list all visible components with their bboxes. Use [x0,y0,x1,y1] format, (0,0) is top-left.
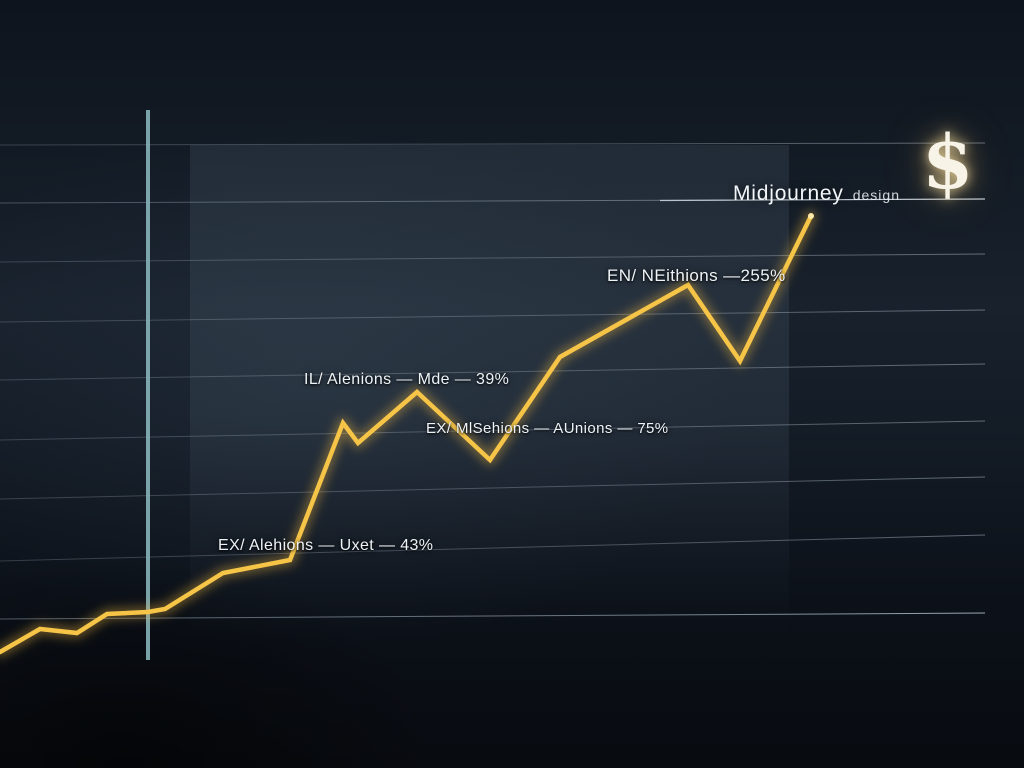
annotation-label: EX/ Alehions — Uxet — 43% [218,537,434,554]
gridline [0,612,986,620]
gridline [0,309,986,323]
title-underline [659,198,986,202]
gridline [0,534,986,562]
gridlines [0,142,986,620]
gridline [0,363,986,381]
annotation-label: EN/ NEithions —255% [607,266,786,285]
gridline [0,476,986,500]
gridline [0,420,986,441]
trend-line-endpoint [808,213,814,219]
gridline [0,253,986,263]
annotation-label: IL/ Alenions — Mde — 39% [304,371,510,388]
gridline [0,142,986,146]
trend-line [0,213,814,655]
watermark-title: Midjourney design [733,182,900,206]
annotation-label: EX/ MlSehions — AUnions — 75% [426,420,669,437]
watermark-title-main: Midjourney [733,182,844,205]
dollar-sign: $ [922,120,974,206]
watermark-title-sub: design [852,187,900,203]
